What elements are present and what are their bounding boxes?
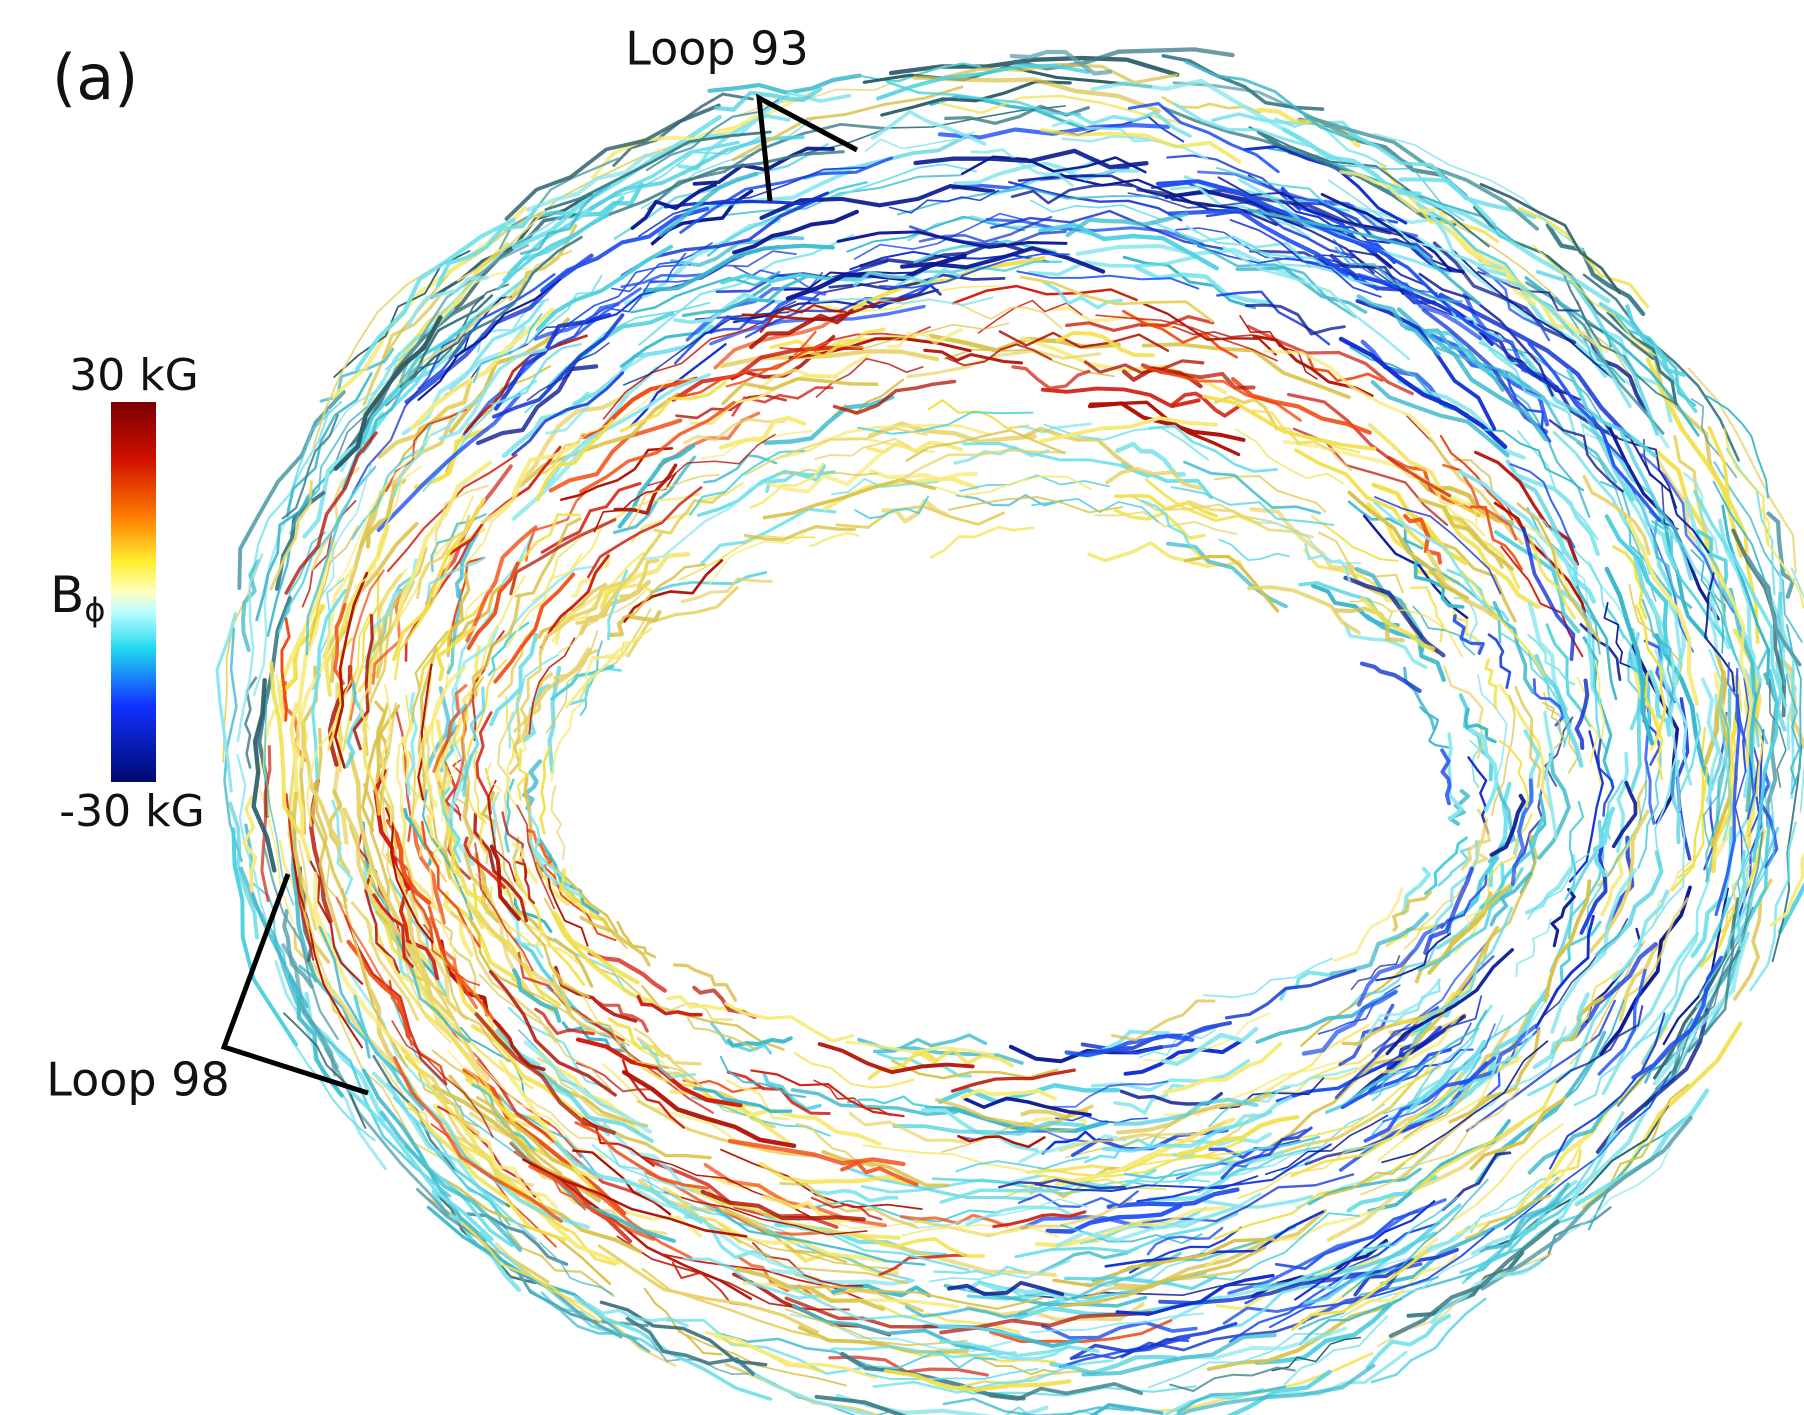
- field-line: [871, 471, 976, 479]
- field-line: [710, 533, 806, 585]
- field-line: [1126, 1041, 1241, 1074]
- field-line: [1432, 1262, 1540, 1322]
- field-lines: [217, 49, 1804, 1415]
- field-line: [536, 1009, 594, 1033]
- field-line: [706, 1333, 876, 1378]
- annotation: Loop 93: [625, 22, 808, 76]
- field-line: [726, 1004, 853, 1042]
- field-line: [675, 965, 736, 1000]
- field-line: [552, 703, 583, 781]
- annotation: Loop 98: [46, 1053, 229, 1107]
- field-line: [552, 786, 565, 859]
- field-line: [1206, 1197, 1312, 1208]
- field-line: [1204, 959, 1332, 998]
- field-line: [925, 350, 1022, 363]
- field-line: [1566, 802, 1583, 899]
- field-line: [1442, 750, 1450, 803]
- field-line: [1469, 757, 1489, 833]
- field-line: [498, 712, 513, 817]
- panel-label: (a): [52, 41, 138, 114]
- field-line: [615, 144, 828, 238]
- field-line: [1595, 809, 1613, 875]
- field-line: [1724, 429, 1767, 545]
- colorbar-max-label: 30 kG: [69, 350, 199, 401]
- colorbar-symbol: Bϕ: [50, 566, 105, 630]
- field-line: [1186, 62, 1353, 140]
- field-line: [641, 479, 778, 560]
- field-line: [1115, 510, 1204, 538]
- field-line: [710, 76, 860, 93]
- field-line: [1168, 544, 1286, 607]
- field-line: [669, 342, 828, 399]
- field-line: [810, 533, 859, 546]
- field-line: [756, 1375, 887, 1415]
- field-line: [638, 1038, 700, 1064]
- field-line: [1257, 993, 1395, 1042]
- colorbar-min-label: -30 kG: [59, 786, 204, 837]
- field-line: [1362, 664, 1420, 691]
- field-line: [1334, 888, 1402, 960]
- field-line: [609, 612, 659, 635]
- field-line: [1546, 881, 1590, 1000]
- figure: (a) Loop 93 Loop 98 30 kG -30 kG Bϕ: [0, 0, 1804, 1415]
- field-line: [958, 304, 1062, 329]
- field-line: [680, 536, 815, 580]
- field-line: [1090, 403, 1244, 440]
- field-line: [1122, 1322, 1304, 1357]
- page: (a) Loop 93 Loop 98 30 kG -30 kG Bϕ (() …: [0, 0, 1804, 1415]
- field-line: [1516, 919, 1550, 976]
- field-line: [588, 488, 701, 577]
- field-line: [1236, 429, 1344, 483]
- symbol: B: [50, 566, 84, 624]
- field-line: [931, 527, 1033, 557]
- subscript: ϕ: [84, 591, 105, 629]
- field-line: [651, 573, 765, 593]
- colorbar: [111, 402, 156, 782]
- field-line: [1247, 305, 1345, 334]
- field-line: [541, 748, 550, 834]
- field-line: [838, 232, 1066, 248]
- field-line: [1405, 668, 1434, 729]
